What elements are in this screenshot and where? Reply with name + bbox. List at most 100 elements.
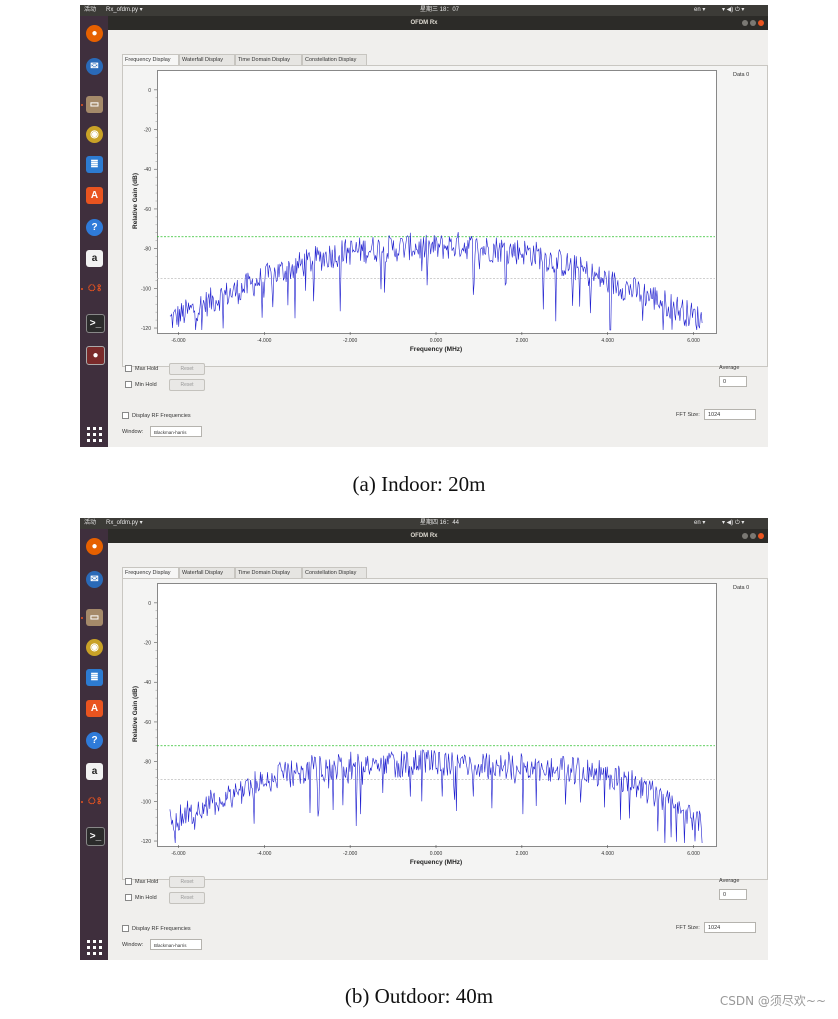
min-hold-reset-button[interactable]: Reset: [169, 892, 205, 904]
app-menu[interactable]: Rx_ofdm.py ▾: [106, 7, 143, 13]
y-axis-label: Relative Gain (dB): [132, 173, 139, 229]
qt-app-icon[interactable]: ●: [86, 346, 105, 365]
max-hold-checkbox[interactable]: Max Hold: [125, 878, 158, 885]
min-hold-box[interactable]: [125, 894, 132, 901]
window-title: OFDM Rx: [410, 533, 438, 539]
tab-waterfall-display[interactable]: Waterfall Display: [179, 567, 235, 578]
close-button[interactable]: [758, 533, 764, 539]
amazon-icon[interactable]: a: [86, 763, 103, 780]
app-menu[interactable]: Rx_ofdm.py ▾: [106, 520, 143, 526]
x-tick-label: 6.000: [687, 851, 700, 857]
max-hold-label: Max Hold: [135, 878, 159, 885]
max-hold-reset-button[interactable]: Reset: [169, 363, 205, 375]
rhythmbox-icon[interactable]: ◉: [86, 639, 103, 656]
clock[interactable]: 星期四 16：44: [420, 520, 460, 526]
x-tick-label: 0.000: [430, 338, 443, 344]
min-hold-checkbox[interactable]: Min Hold: [125, 894, 157, 901]
thunderbird-icon[interactable]: ✉: [86, 58, 103, 75]
window-select[interactable]: Blackman-harris: [150, 939, 202, 950]
legend-label: Data 0: [733, 72, 750, 78]
activities-button[interactable]: 活动: [84, 7, 97, 13]
terminal-icon[interactable]: >_: [86, 827, 105, 846]
top-bar: 活动 Rx_ofdm.py ▾ 星期四 16：44 en ▾ ▾ ◀) ⏻ ▾: [80, 518, 768, 529]
software-center-icon[interactable]: A: [86, 700, 103, 717]
x-tick-label: -4.000: [257, 851, 271, 857]
max-hold-box[interactable]: [125, 365, 132, 372]
average-spinbox[interactable]: 0: [719, 376, 747, 387]
average-spinbox[interactable]: 0: [719, 889, 747, 900]
y-tick-label: -60: [144, 720, 151, 726]
y-tick-label: -40: [144, 680, 151, 686]
rhythmbox-icon[interactable]: ◉: [86, 126, 103, 143]
writer-icon[interactable]: ≣: [86, 669, 103, 686]
y-tick-label: -100: [141, 286, 151, 292]
maximize-button[interactable]: [750, 533, 756, 539]
minimize-button[interactable]: [742, 533, 748, 539]
display-rf-label: Display RF Frequencies: [132, 412, 191, 419]
plot-area[interactable]: [157, 70, 717, 334]
gnuradio-icon[interactable]: ঃ: [87, 796, 102, 807]
fft-size-select[interactable]: 1024: [704, 922, 756, 933]
min-hold-checkbox[interactable]: Min Hold: [125, 381, 157, 388]
amazon-icon[interactable]: a: [86, 250, 103, 267]
min-hold-reset-button[interactable]: Reset: [169, 379, 205, 391]
y-tick-label: -120: [141, 839, 151, 845]
firefox-icon[interactable]: ●: [86, 538, 103, 555]
display-rf-checkbox[interactable]: Display RF Frequencies: [122, 412, 191, 419]
x-axis-label: Frequency (MHz): [410, 346, 462, 353]
x-tick-label: 2.000: [516, 851, 529, 857]
x-tick-label: 2.000: [516, 338, 529, 344]
firefox-icon[interactable]: ●: [86, 25, 103, 42]
screenshot-indoor: 活动 Rx_ofdm.py ▾ 星期三 18：07 en ▾ ▾ ◀) ⏻ ▾ …: [80, 5, 768, 447]
x-axis-label: Frequency (MHz): [410, 859, 462, 866]
plot-area[interactable]: [157, 583, 717, 847]
show-apps-icon[interactable]: [86, 939, 103, 956]
legend-label: Data 0: [733, 585, 750, 591]
files-icon[interactable]: ▭: [86, 609, 103, 626]
display-rf-checkbox[interactable]: Display RF Frequencies: [122, 925, 191, 932]
spectrum-chart: 0 -20 -40 -60 -80 -100 -120 -6.000 -4.000 -2.000 0…: [132, 601, 715, 866]
activities-button[interactable]: 活动: [84, 520, 97, 526]
clock[interactable]: 星期三 18：07: [420, 7, 460, 13]
max-hold-reset-button[interactable]: Reset: [169, 876, 205, 888]
window-label: Window:: [122, 429, 144, 435]
language-menu[interactable]: en ▾: [694, 7, 706, 13]
tab-waterfall-display[interactable]: Waterfall Display: [179, 54, 235, 65]
tab-frequency-display[interactable]: Frequency Display: [122, 54, 179, 66]
writer-icon[interactable]: ≣: [86, 156, 103, 173]
fft-size-select[interactable]: 1024: [704, 409, 756, 420]
y-tick-label: -100: [141, 799, 151, 805]
help-icon[interactable]: ?: [86, 219, 103, 236]
display-rf-box[interactable]: [122, 412, 129, 419]
tab-constellation-display[interactable]: Constellation Display: [302, 54, 367, 65]
tab-frequency-display[interactable]: Frequency Display: [122, 567, 179, 579]
minimize-button[interactable]: [742, 20, 748, 26]
close-button[interactable]: [758, 20, 764, 26]
y-axis-label: Relative Gain (dB): [132, 686, 139, 742]
files-icon[interactable]: ▭: [86, 96, 103, 113]
max-hold-checkbox[interactable]: Max Hold: [125, 365, 158, 372]
help-icon[interactable]: ?: [86, 732, 103, 749]
maximize-button[interactable]: [750, 20, 756, 26]
gnuradio-icon[interactable]: ঃ: [87, 283, 102, 294]
display-rf-box[interactable]: [122, 925, 129, 932]
system-menu[interactable]: ▾ ◀) ⏻ ▾: [722, 520, 745, 526]
tab-time-domain-display[interactable]: Time Domain Display: [235, 567, 302, 578]
window-titlebar: OFDM Rx: [80, 16, 768, 30]
tab-time-domain-display[interactable]: Time Domain Display: [235, 54, 302, 65]
show-apps-icon[interactable]: [86, 426, 103, 443]
min-hold-box[interactable]: [125, 381, 132, 388]
caption-indoor: (a) Indoor: 20m: [352, 472, 486, 496]
max-hold-box[interactable]: [125, 878, 132, 885]
average-label: Average: [719, 365, 740, 371]
software-center-icon[interactable]: A: [86, 187, 103, 204]
window-title: OFDM Rx: [410, 20, 438, 26]
tab-constellation-display[interactable]: Constellation Display: [302, 567, 367, 578]
terminal-icon[interactable]: >_: [86, 314, 105, 333]
launcher-sidebar: ● ✉ ▭ ◉ ≣ A ? a ঃ >_ ●: [80, 16, 108, 447]
thunderbird-icon[interactable]: ✉: [86, 571, 103, 588]
system-menu[interactable]: ▾ ◀) ⏻ ▾: [722, 7, 745, 13]
language-menu[interactable]: en ▾: [694, 520, 706, 526]
y-tick-label: -40: [144, 167, 151, 173]
window-select[interactable]: Blackman-harris: [150, 426, 202, 437]
